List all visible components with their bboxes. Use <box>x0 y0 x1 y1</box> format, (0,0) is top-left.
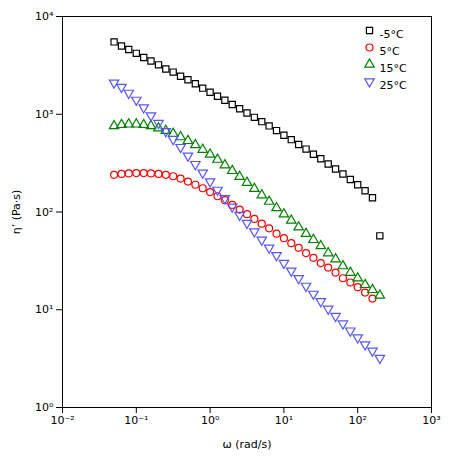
svg-text:ω (rad/s): ω (rad/s) <box>223 438 272 451</box>
svg-text:10⁻¹: 10⁻¹ <box>124 414 148 427</box>
svg-text:10²: 10² <box>35 206 53 219</box>
svg-text:10⁴: 10⁴ <box>35 10 54 23</box>
svg-text:10¹: 10¹ <box>275 414 293 427</box>
svg-text:5°C: 5°C <box>380 45 400 58</box>
svg-text:η’ (Pa·s): η’ (Pa·s) <box>10 190 23 235</box>
svg-text:10⁰: 10⁰ <box>201 414 220 427</box>
svg-text:15°C: 15°C <box>380 62 407 75</box>
svg-text:10⁻²: 10⁻² <box>50 414 74 427</box>
svg-text:10³: 10³ <box>35 108 53 121</box>
svg-text:10⁰: 10⁰ <box>35 401 54 414</box>
svg-text:10²: 10² <box>348 414 366 427</box>
svg-text:25°C: 25°C <box>380 79 407 92</box>
svg-text:-5°C: -5°C <box>380 28 404 41</box>
svg-text:10¹: 10¹ <box>35 303 53 316</box>
svg-text:10³: 10³ <box>422 414 440 427</box>
